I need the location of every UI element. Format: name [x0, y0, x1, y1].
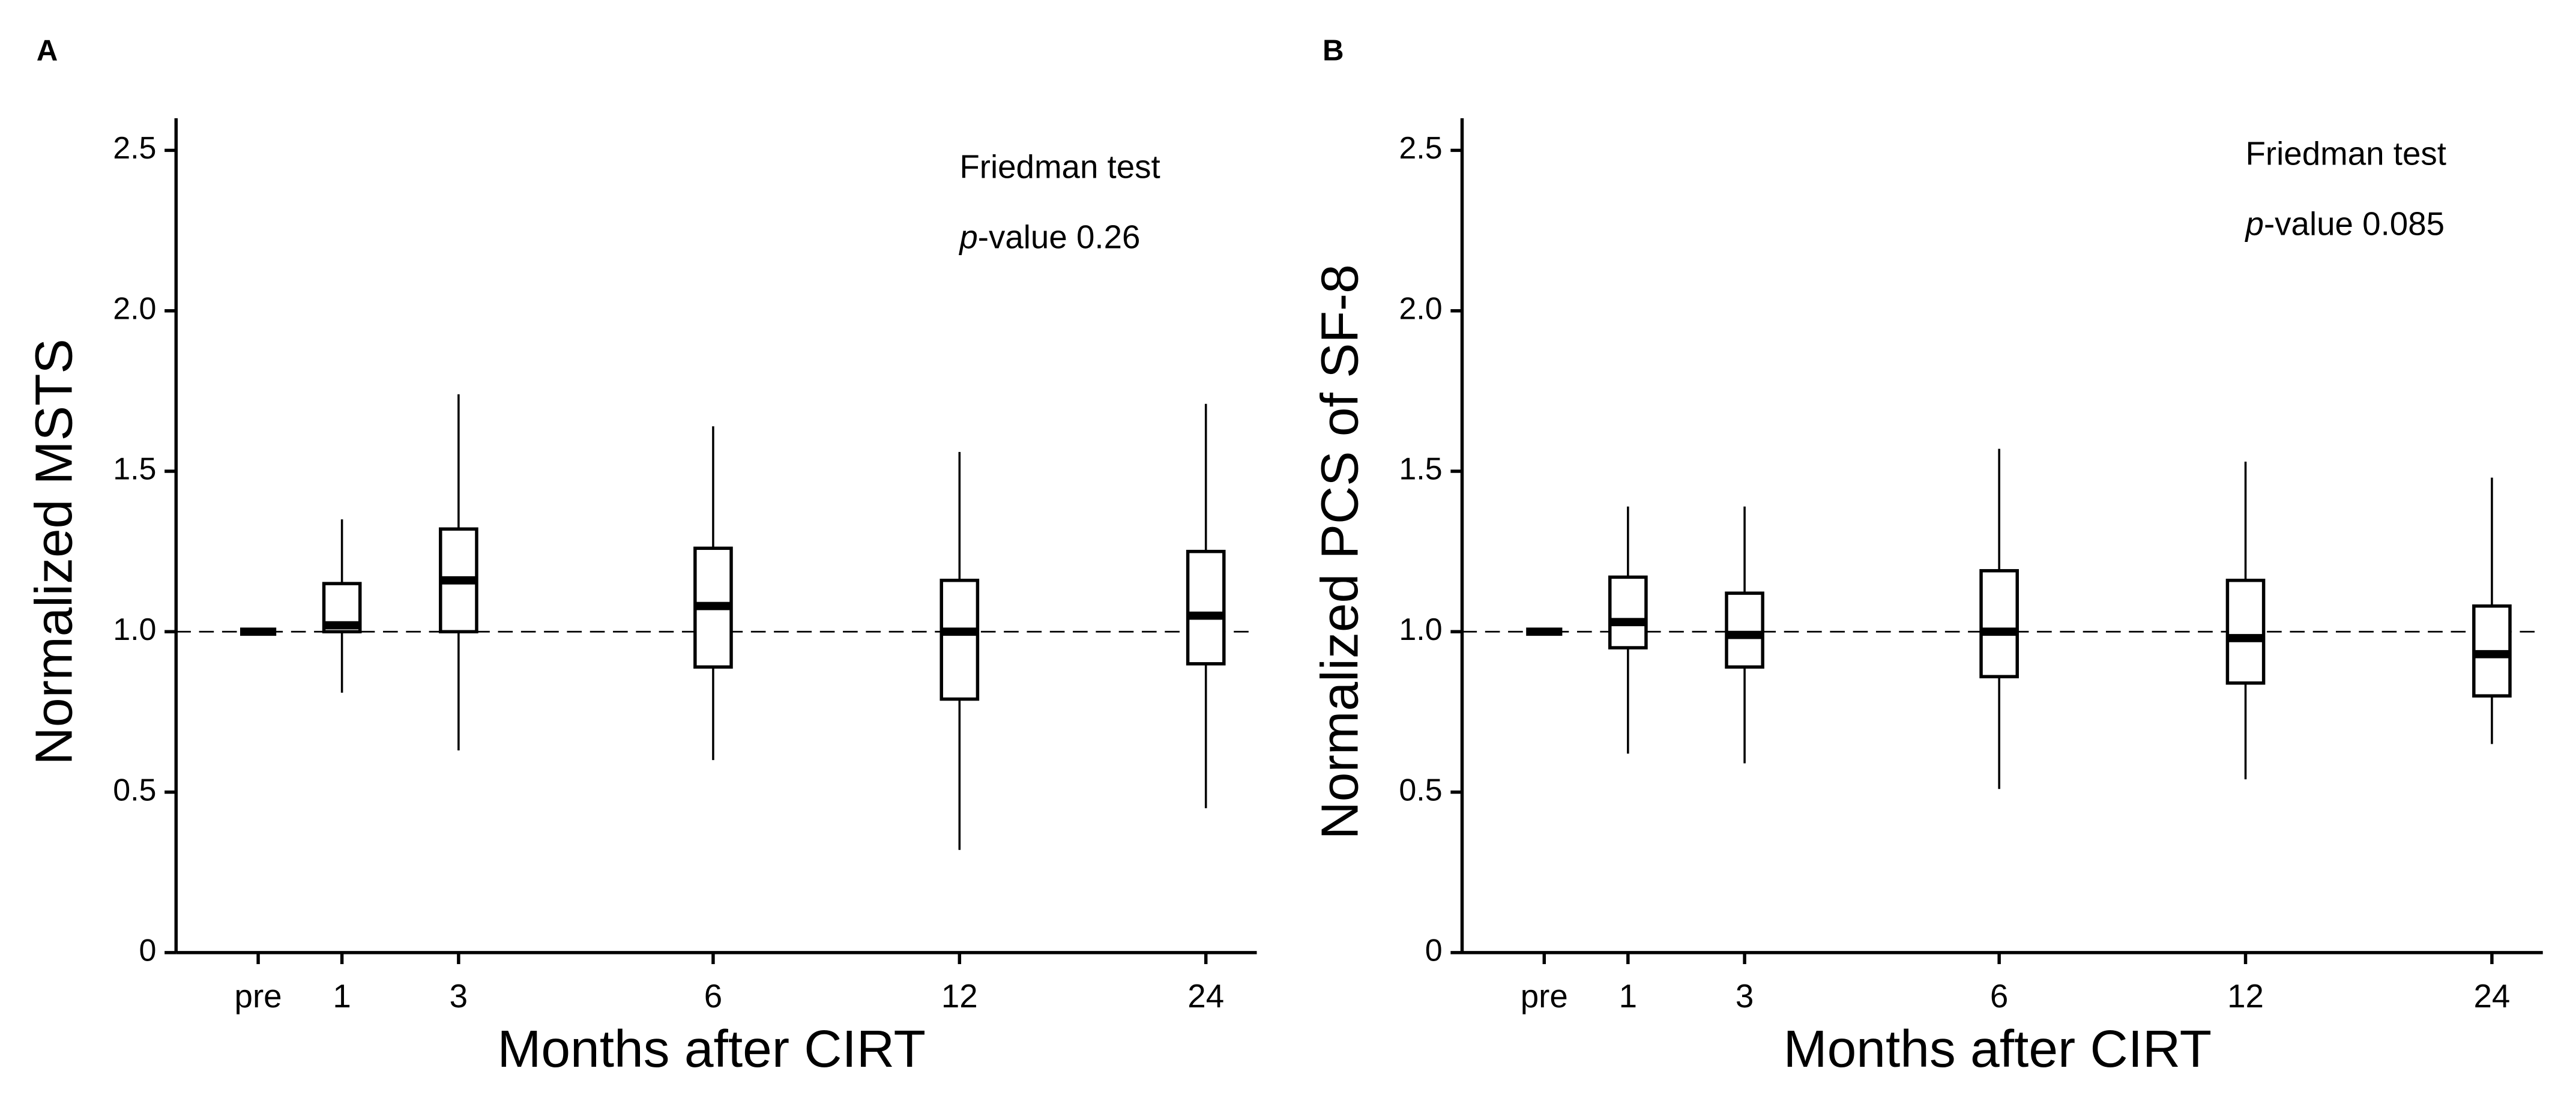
- y-tick-label: 1.5: [113, 452, 156, 487]
- p-rest: -value 0.085: [2264, 205, 2445, 243]
- y-tick-label: 1.5: [1399, 452, 1442, 487]
- p-italic: p: [958, 219, 977, 256]
- y-tick-label: 0.5: [113, 773, 156, 807]
- y-tick-label: 0: [1425, 934, 1443, 968]
- y-tick-label: 2.5: [1399, 131, 1442, 166]
- x-tick-label: 1: [333, 977, 351, 1015]
- p-value: p-value 0.085: [2245, 205, 2445, 243]
- x-tick-label: 12: [2227, 977, 2264, 1015]
- x-tick-label: 1: [1619, 977, 1637, 1015]
- x-tick-label: 3: [450, 977, 468, 1015]
- y-tick-label: 2.0: [1399, 291, 1442, 326]
- panel-label: B: [1323, 34, 1344, 67]
- y-tick-label: 2.0: [113, 291, 156, 326]
- panel-label: A: [37, 34, 58, 67]
- y-tick-label: 1.0: [1399, 612, 1442, 647]
- box: [1608, 575, 1648, 650]
- y-tick-label: 2.5: [113, 131, 156, 166]
- y-axis-label: Normalized MSTS: [24, 339, 83, 765]
- p-rest: -value 0.26: [978, 219, 1141, 256]
- x-tick-label: 12: [941, 977, 978, 1015]
- annotation: Friedman test: [2246, 134, 2446, 172]
- x-tick-label: 24: [2473, 977, 2510, 1015]
- y-axis-label: Normalized PCS of SF-8: [1311, 264, 1369, 839]
- x-tick-label: pre: [1521, 977, 1568, 1015]
- p-value: p-value 0.26: [958, 219, 1140, 256]
- p-italic: p: [2245, 205, 2264, 243]
- y-tick-label: 0: [139, 934, 157, 968]
- box: [940, 579, 980, 701]
- box: [1186, 549, 1226, 666]
- box: [1979, 569, 2019, 678]
- x-axis-label: Months after CIRT: [1784, 1019, 2212, 1078]
- y-tick-label: 0.5: [1399, 773, 1442, 807]
- x-tick-label: 6: [704, 977, 722, 1015]
- y-tick-label: 1.0: [113, 612, 156, 647]
- box: [2225, 579, 2266, 685]
- annotation: Friedman test: [959, 148, 1160, 185]
- x-tick-label: pre: [235, 977, 282, 1015]
- box: [1725, 591, 1764, 669]
- x-axis-label: Months after CIRT: [497, 1019, 925, 1078]
- x-tick-label: 6: [1990, 977, 2008, 1015]
- x-tick-label: 3: [1736, 977, 1754, 1015]
- x-tick-label: 24: [1187, 977, 1224, 1015]
